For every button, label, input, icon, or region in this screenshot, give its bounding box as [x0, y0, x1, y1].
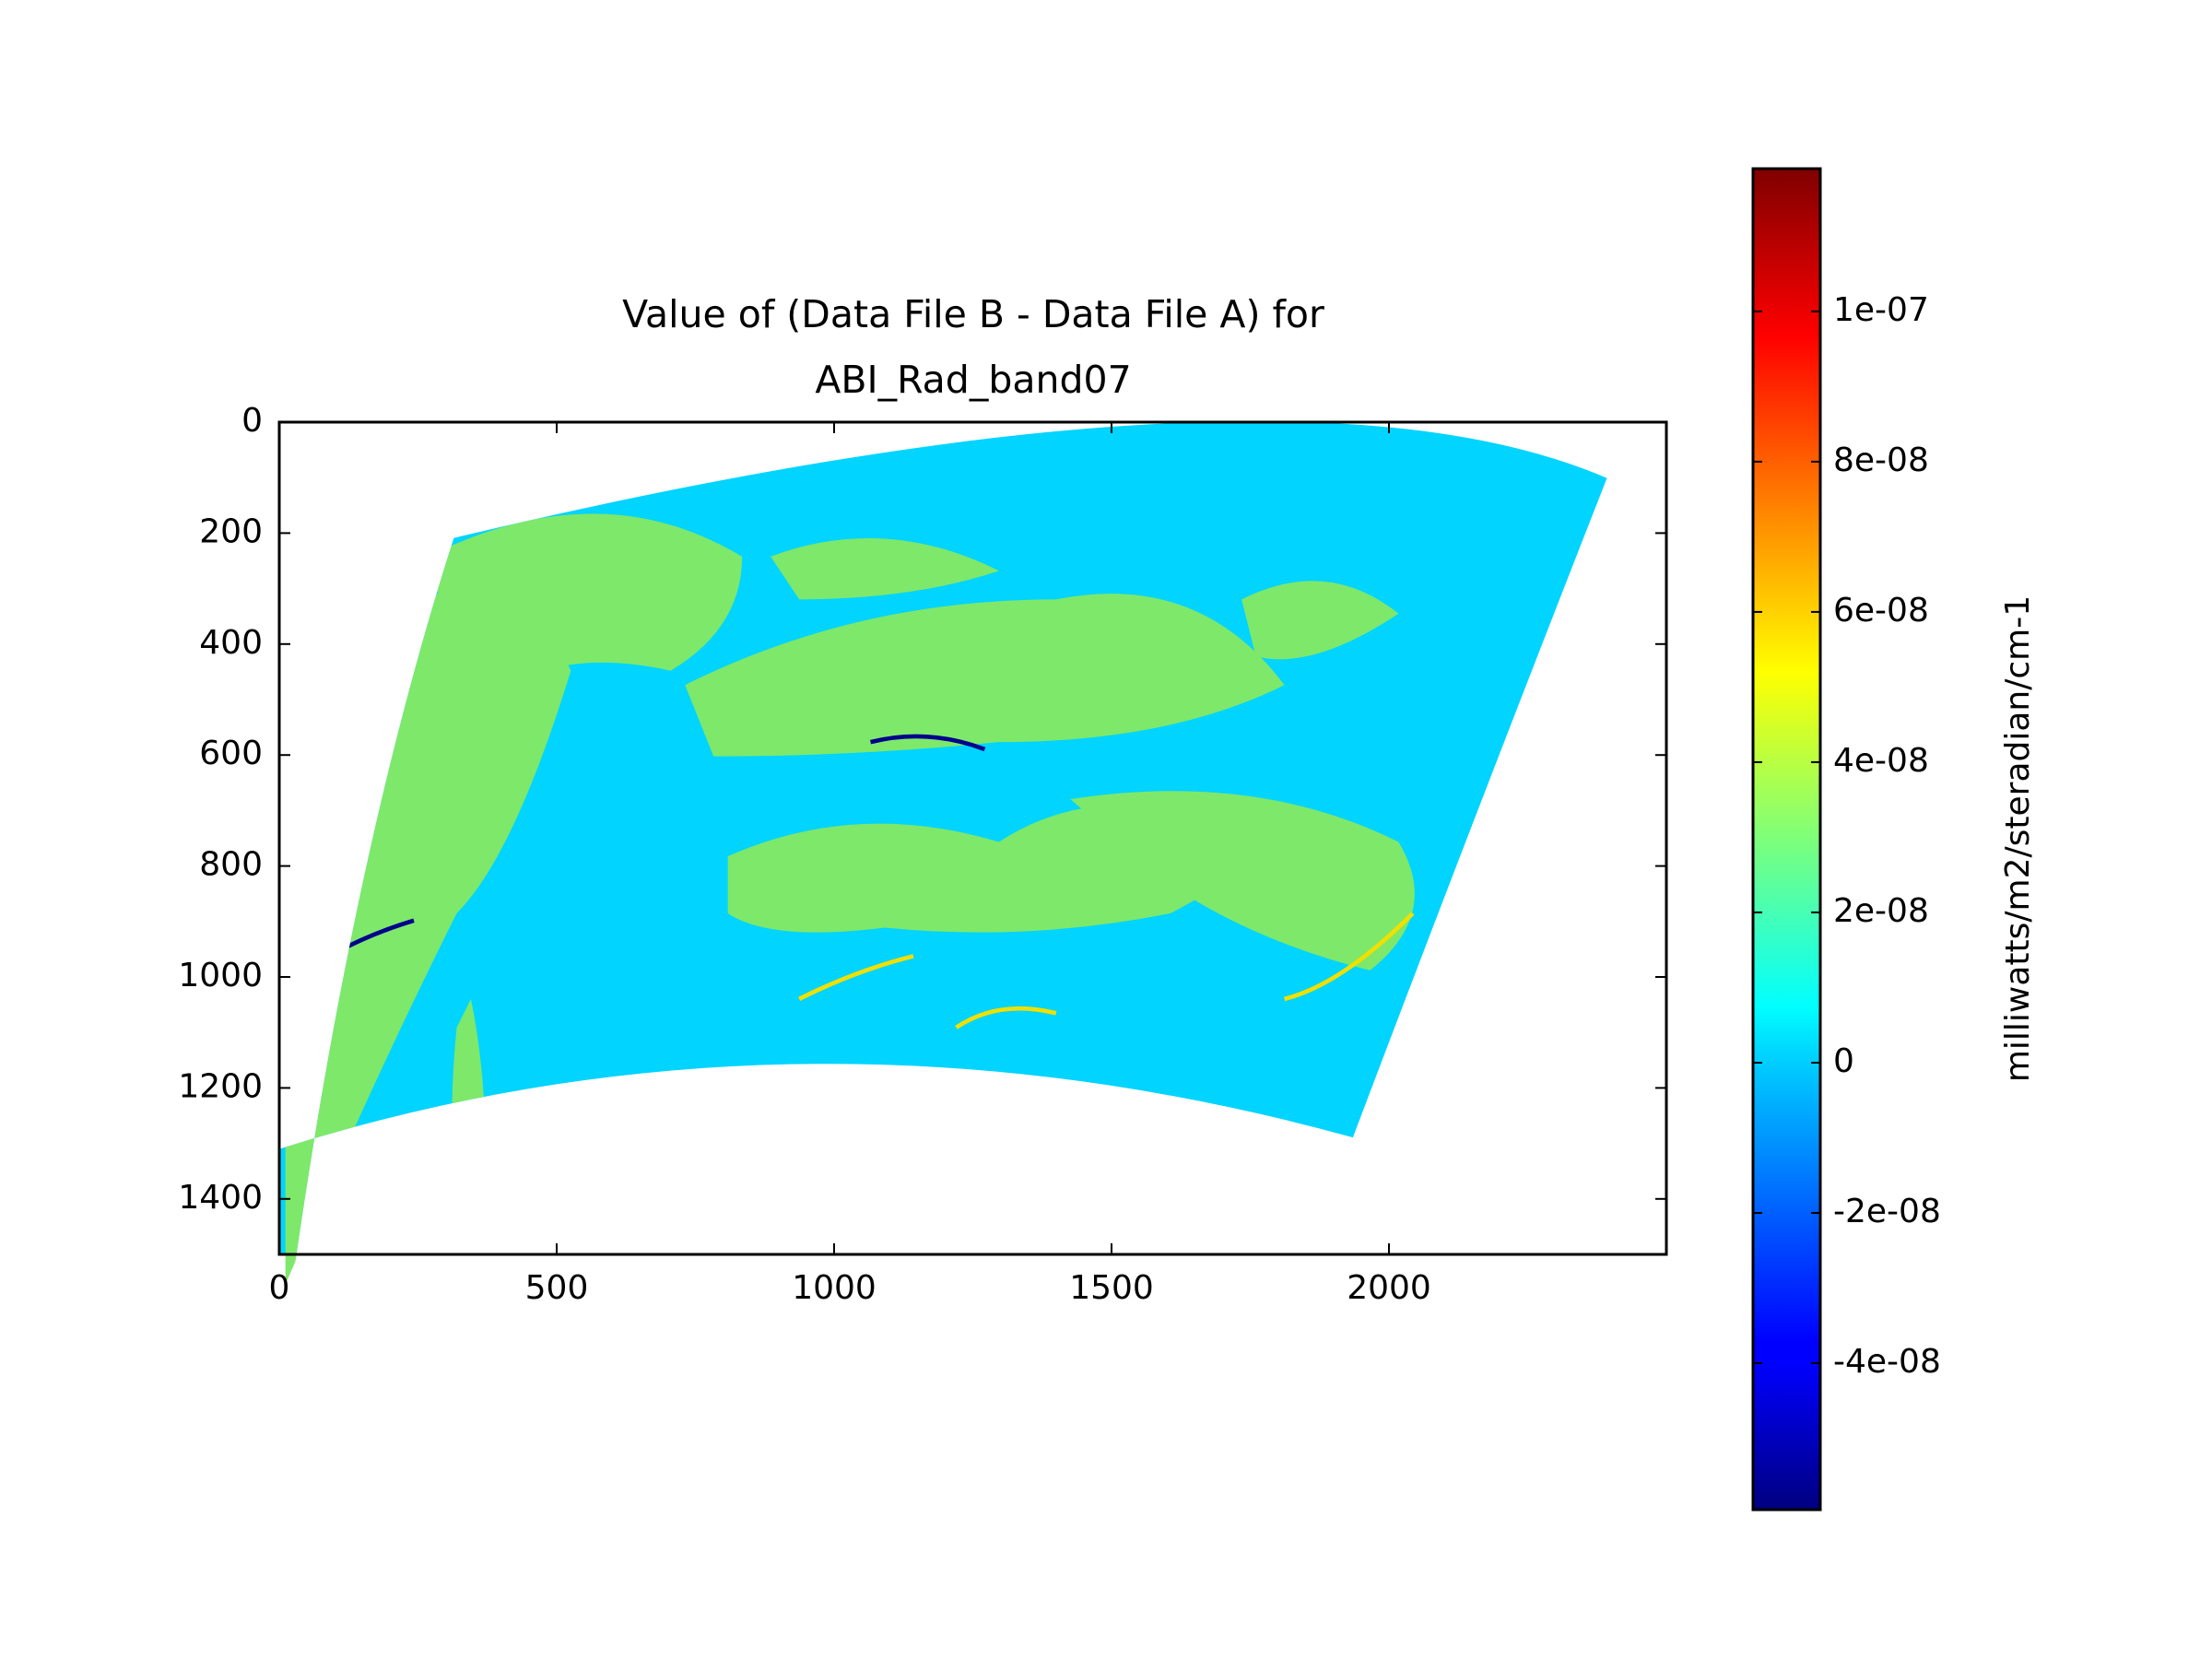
colorbar-tick-label: -2e-08 — [1833, 1193, 1941, 1230]
x-tick-label: 2000 — [1347, 1269, 1431, 1307]
y-tick-label: 600 — [199, 735, 263, 772]
colorbar-label: milliwatts/m2/steradian/cm-1 — [1999, 595, 2037, 1082]
x-tick-label: 0 — [269, 1269, 290, 1307]
x-tick-label: 1500 — [1069, 1269, 1154, 1307]
y-tick-label: 400 — [199, 624, 263, 662]
y-tick-label: 1400 — [178, 1179, 263, 1217]
colorbar — [1751, 167, 1822, 1512]
y-tick-label: 1200 — [178, 1067, 263, 1105]
chart-title: ABI_Rad_band07 — [815, 358, 1131, 402]
colorbar-tick-label: -4e-08 — [1833, 1343, 1941, 1381]
plot-frame — [277, 420, 1668, 1256]
chart-title: Value of (Data File B - Data File A) for — [622, 292, 1324, 336]
x-tick-label: 500 — [525, 1269, 589, 1307]
colorbar-tick-label: 8e-08 — [1833, 441, 1929, 479]
x-tick-label: 1000 — [792, 1269, 877, 1307]
colorbar-tick-label: 2e-08 — [1833, 892, 1929, 930]
y-tick-label: 0 — [241, 402, 263, 440]
y-tick-label: 200 — [199, 512, 263, 550]
image — [279, 422, 1607, 1378]
colorbar-tick-label: 4e-08 — [1833, 742, 1929, 780]
colorbar-tick-label: 0 — [1833, 1042, 1854, 1080]
colorbar-tick-label: 1e-07 — [1833, 291, 1929, 329]
y-tick-label: 800 — [199, 846, 263, 884]
colorbar-tick-label: 6e-08 — [1833, 592, 1929, 629]
y-tick-label: 1000 — [178, 957, 263, 994]
